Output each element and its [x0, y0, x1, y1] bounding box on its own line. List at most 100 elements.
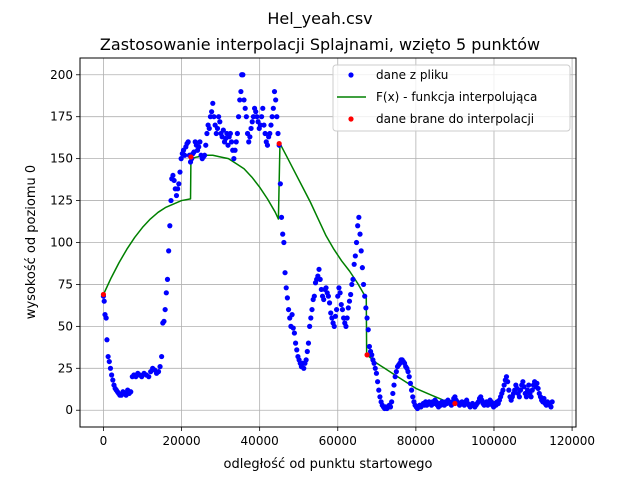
data-point [529, 387, 535, 393]
data-point [176, 181, 182, 187]
x-tick-label: 60000 [319, 434, 357, 448]
data-point [410, 394, 416, 400]
data-point [362, 293, 368, 299]
data-point [109, 372, 115, 378]
data-point [348, 291, 354, 298]
data-point [275, 130, 281, 137]
x-axis-label: odległość od punktu startowego [224, 457, 433, 472]
data-point [523, 394, 530, 400]
data-point [328, 310, 334, 316]
data-point [309, 306, 315, 313]
data-point [241, 97, 247, 103]
data-point [548, 404, 554, 410]
y-axis-label: wysokość od poziomu 0 [24, 165, 39, 319]
y-tick-label: 75 [58, 277, 73, 291]
data-point [204, 130, 210, 137]
data-point [105, 353, 111, 360]
data-point [333, 306, 340, 313]
data-point [349, 281, 355, 288]
data-point [392, 374, 398, 380]
data-point [364, 315, 370, 321]
data-point [274, 114, 280, 120]
data-point [343, 323, 349, 329]
data-point [516, 394, 522, 400]
data-point [268, 122, 274, 128]
data-point [344, 315, 350, 321]
data-point [321, 296, 327, 303]
data-point [534, 380, 540, 386]
data-point [178, 156, 184, 162]
data-point [101, 298, 107, 304]
x-tick-label: 100000 [471, 434, 517, 448]
data-point [387, 404, 394, 410]
legend-marker-nodes [348, 116, 354, 122]
data-point [358, 248, 364, 254]
data-point [170, 172, 176, 179]
data-point [365, 327, 371, 333]
data-point [246, 139, 252, 145]
data-point [262, 130, 268, 137]
data-point [146, 374, 152, 380]
data-point [376, 387, 382, 393]
data-point [225, 142, 231, 148]
data-point [360, 281, 367, 288]
data-point [273, 97, 279, 103]
data-point [405, 369, 411, 375]
data-point [373, 370, 380, 376]
data-point [339, 306, 346, 313]
data-point [369, 352, 375, 358]
data-point [278, 214, 285, 220]
data-point [238, 88, 244, 95]
data-point [305, 340, 312, 346]
data-point [535, 385, 541, 392]
chart-title: Hel_yeah.csv [267, 9, 372, 29]
interpolation-nodes-series [100, 140, 458, 407]
data-point [308, 315, 314, 321]
data-point [283, 285, 289, 291]
data-point [220, 127, 226, 133]
data-point [355, 223, 361, 229]
data-point [161, 318, 167, 324]
data-point [284, 295, 290, 301]
data-point [345, 305, 351, 311]
data-point [164, 276, 171, 282]
y-tick-label: 125 [50, 194, 73, 208]
data-point [377, 394, 383, 400]
data-point [375, 379, 381, 385]
x-axis-ticks: 0 20000 40000 60000 80000 100000 120000 [100, 427, 595, 448]
data-point [261, 122, 267, 128]
data-point [311, 293, 317, 299]
data-point [214, 125, 221, 132]
data-point [325, 293, 331, 299]
chart-subtitle: Zastosowanie interpolacji Splajnami, wzi… [100, 35, 540, 54]
interpolation-node-point [276, 140, 282, 147]
data-point [500, 387, 506, 393]
interpolation-node-point [364, 352, 370, 358]
legend-box [332, 64, 571, 132]
data-point [173, 192, 180, 199]
data-point [243, 114, 249, 120]
data-point [520, 379, 526, 385]
data-point [242, 105, 248, 111]
data-point [247, 134, 253, 140]
data-point [233, 139, 239, 145]
data-point [521, 384, 527, 390]
data-point [216, 114, 222, 120]
interpolation-node-point [100, 291, 107, 298]
data-point [106, 358, 112, 365]
data-point [206, 125, 212, 132]
data-point [196, 144, 202, 150]
data-point [203, 142, 209, 148]
data-point [366, 343, 372, 350]
data-point [168, 197, 174, 204]
y-tick-label: 50 [58, 319, 73, 333]
data-point [294, 347, 300, 353]
data-point [201, 152, 208, 158]
data-point [167, 223, 173, 229]
data-point [503, 374, 510, 380]
data-point [517, 387, 524, 393]
data-point [391, 382, 397, 388]
data-point [317, 276, 323, 282]
data-point [280, 231, 286, 237]
data-point [304, 348, 310, 355]
